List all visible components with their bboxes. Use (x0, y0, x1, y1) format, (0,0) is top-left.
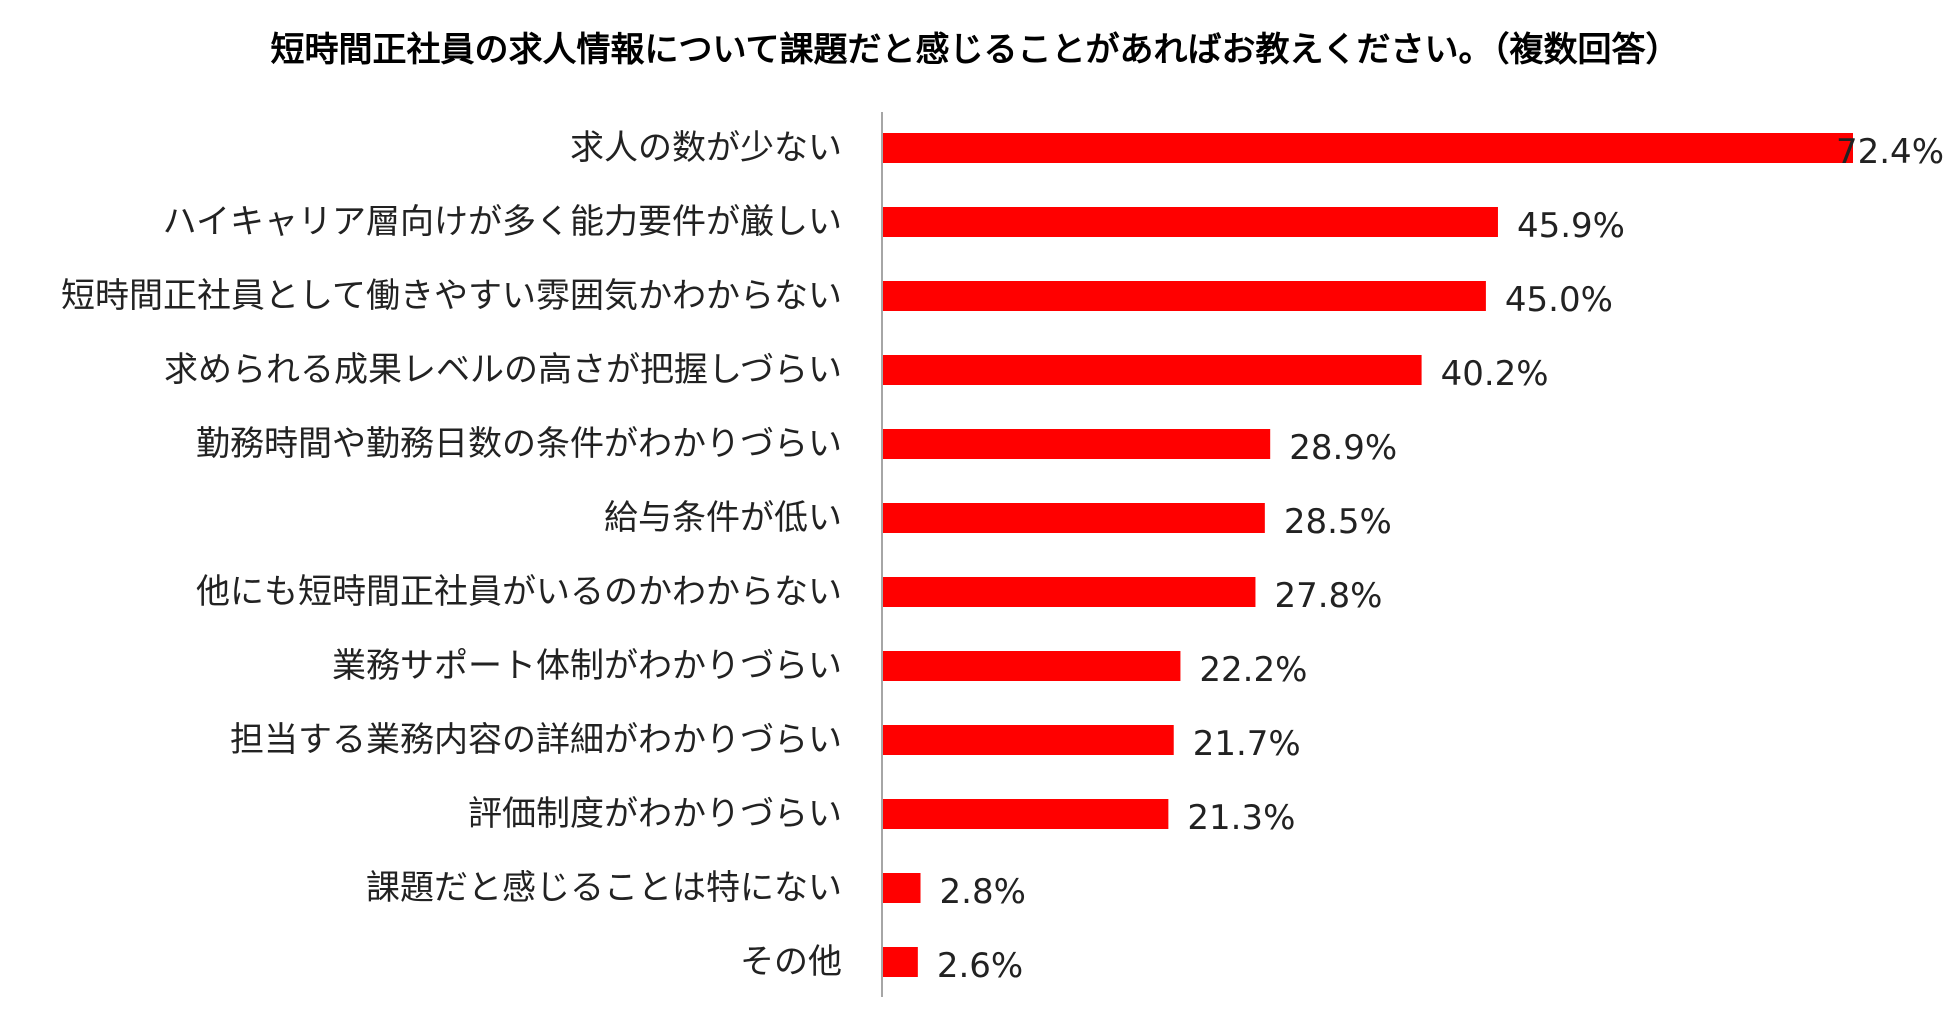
bar-12 (883, 947, 918, 977)
bar-5 (883, 429, 1271, 459)
value-label-8: 22.2% (1199, 650, 1307, 690)
chart-title: 短時間正社員の求人情報について課題だと感じることがあればお教えください。（複数回… (270, 30, 1680, 70)
category-label-10: 評価制度がわかりづらい (468, 794, 842, 834)
value-label-2: 45.9% (1517, 206, 1625, 246)
value-label-1: 72.4% (1836, 132, 1944, 172)
value-label-5: 28.9% (1289, 428, 1397, 468)
category-label-1: 求人の数が少ない (570, 128, 842, 168)
value-label-12: 2.6% (937, 946, 1023, 986)
category-label-4: 求められる成果レベルの高さが把握しづらい (164, 350, 842, 390)
value-label-11: 2.8% (940, 872, 1026, 912)
value-label-9: 21.7% (1193, 724, 1301, 764)
bar-7 (883, 577, 1256, 607)
category-labels-group: 求人の数が少ないハイキャリア層向けが多く能力要件が厳しい短時間正社員として働きや… (61, 128, 842, 982)
category-label-7: 他にも短時間正社員がいるのかわからない (196, 572, 842, 612)
value-label-7: 27.8% (1274, 576, 1382, 616)
bar-3 (883, 281, 1486, 311)
bar-11 (883, 873, 921, 903)
bar-1 (883, 133, 1853, 163)
category-label-5: 勤務時間や勤務日数の条件がわかりづらい (196, 424, 842, 464)
category-label-9: 担当する業務内容の詳細がわかりづらい (230, 720, 842, 760)
value-label-3: 45.0% (1505, 280, 1613, 320)
value-label-6: 28.5% (1284, 502, 1392, 542)
value-labels-group: 72.4% 45.9% 45.0% 40.2% 28.9% 28.5% 27.8% 22.2%… (937, 132, 1944, 986)
bars-group (883, 133, 1853, 977)
bar-10 (883, 799, 1169, 829)
bar-6 (883, 503, 1265, 533)
category-label-3: 短時間正社員として働きやすい雰囲気かわからない (61, 276, 842, 316)
value-label-10: 21.3% (1187, 798, 1295, 838)
category-label-11: 課題だと感じることは特にない (366, 868, 842, 908)
bar-8 (883, 651, 1181, 681)
value-label-4: 40.2% (1441, 354, 1549, 394)
category-label-12: その他 (740, 942, 842, 982)
bar-2 (883, 207, 1498, 237)
category-label-8: 業務サポート体制がわかりづらい (332, 646, 842, 686)
bar-9 (883, 725, 1174, 755)
bar-4 (883, 355, 1422, 385)
category-label-2: ハイキャリア層向けが多く能力要件が厳しい (163, 202, 842, 242)
category-label-6: 給与条件が低い (604, 498, 842, 538)
